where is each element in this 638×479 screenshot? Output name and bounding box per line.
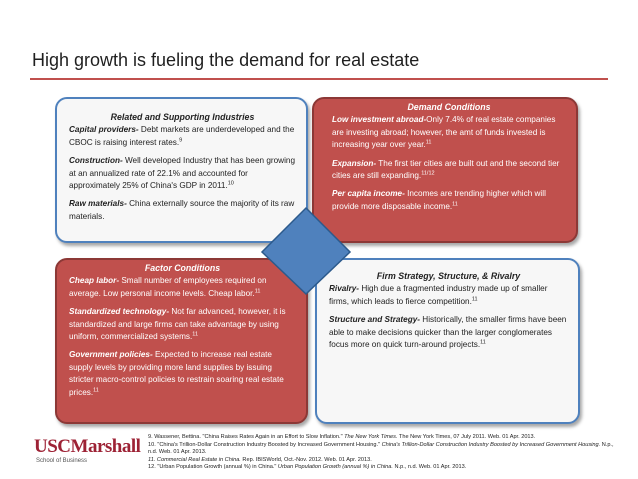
item-lead: Standardized technology- <box>69 307 170 317</box>
logo: USCMarshall School of Business <box>34 436 141 464</box>
box-item: Raw materials- China externally source t… <box>69 198 296 223</box>
box-heading: Related and Supporting Industries <box>110 112 255 122</box>
box-item: Construction- Well developed Industry th… <box>69 155 296 192</box>
box-factor: Factor Conditions Cheap labor- Small numb… <box>55 258 308 424</box>
item-text: China externally source the majority of … <box>69 199 295 221</box>
footnote: 9. Wassener, Bettina. "China Raises Rate… <box>148 434 623 442</box>
footnote-part: Rep. IBISWorld, Oct.-Nov. 2012. Web. 01 … <box>240 456 372 463</box>
item-text: Not far advanced, however, it is standar… <box>69 307 286 342</box>
footnote: 12. "Urban Population Growth (annual %) … <box>148 464 623 472</box>
slide-title: High growth is fueling the demand for re… <box>32 50 420 70</box>
item-text: Incomes are trending higher which will p… <box>332 189 546 211</box>
item-lead: Structure and Strategy- <box>329 315 420 325</box>
logo-usc: USC <box>34 436 71 457</box>
logo-marshall: Marshall <box>70 436 141 457</box>
footnote-part: . The New York Times, 07 July 2011. Web.… <box>395 434 536 440</box>
item-lead: Construction- <box>69 156 123 166</box>
footnote-part: N.p., n.d. Web. 01 Apr. 2013. <box>148 441 614 456</box>
footnote-part: 11. Commercial Real Estate in China. <box>148 456 241 463</box>
item-lead: Expansion- <box>332 158 377 168</box>
item-lead: Per capita income- <box>332 189 405 199</box>
item-ref: 11 <box>452 201 458 208</box>
logo-school: School of Business <box>36 458 88 464</box>
box-heading: Factor Conditions <box>144 263 221 273</box>
item-ref: 9 <box>179 137 183 144</box>
item-lead: Capital providers- <box>69 125 139 135</box>
item-ref: 11/12 <box>421 170 435 177</box>
footnote-part: 9. Wassener, Bettina. "China Raises Rate… <box>148 434 345 440</box>
box-firm: Firm Strategy, Structure, & Rivalry Rival… <box>315 258 580 424</box>
item-text: Well developed Industry that has been gr… <box>69 156 296 191</box>
item-ref: 11 <box>425 139 432 146</box>
item-text: Expected to increase real estate supply … <box>69 350 284 397</box>
item-ref: 11 <box>192 331 199 338</box>
item-text: The first tier cities are built out and … <box>332 158 560 181</box>
item-lead: Rivalry- <box>329 284 360 294</box>
item-text: Debt markets are underdeveloped and the … <box>69 125 295 147</box>
box-item: Expansion- The first tier cities are bui… <box>332 158 566 183</box>
item-lead: Low investment abroad- <box>332 115 427 125</box>
footnote-part: Urban Population Growth (annual %) in Ch… <box>277 464 393 471</box>
item-ref: 11 <box>480 339 486 346</box>
box-demand: Demand Conditions Low investment abroad-O… <box>312 97 578 243</box>
item-ref: 10 <box>227 180 234 187</box>
footnote-part: 10. "China's Trillion-Dollar Constructio… <box>148 441 382 448</box>
box-heading: Firm Strategy, Structure, & Rivalry <box>376 271 521 281</box>
item-text: Historically, the smaller firms have bee… <box>329 315 567 350</box>
item-ref: 11 <box>93 386 99 393</box>
box-heading: Demand Conditions <box>407 102 491 112</box>
box-item: Cheap labor- Small number of employees r… <box>69 275 296 300</box>
item-lead: Government policies- <box>69 350 153 360</box>
box-item: Structure and Strategy- Historically, th… <box>329 314 568 351</box>
box-item: Capital providers- Debt markets are unde… <box>69 124 296 149</box>
item-text: Only 7.4% of real estate companies are i… <box>332 115 556 150</box>
box-item: Per capita income- Incomes are trending … <box>332 188 566 213</box>
footnote: 10. "China's Trillion-Dollar Constructio… <box>148 442 623 457</box>
box-item: Low investment abroad-Only 7.4% of real … <box>332 114 566 151</box>
item-ref: 11 <box>254 288 261 295</box>
item-lead: Raw materials- <box>69 199 127 209</box>
box-related: Related and Supporting Industries Capital… <box>55 97 308 243</box>
item-text: Small number of employees required on av… <box>69 276 267 298</box>
footnotes: 9. Wassener, Bettina. "China Raises Rate… <box>148 434 623 472</box>
box-item: Government policies- Expected to increas… <box>69 349 296 399</box>
footnote-part: China's Trillion-Dollar Construction Ind… <box>381 441 601 448</box>
item-ref: 11 <box>471 296 478 303</box>
box-item: Rivalry- High due a fragmented industry … <box>329 283 568 308</box>
footnote-part: N.p., n.d. Web. 01 Apr. 2013. <box>392 464 467 471</box>
box-item: Standardized technology- Not far advance… <box>69 306 296 343</box>
footnote-part: The New York Times <box>344 434 396 440</box>
footnote: 11. Commercial Real Estate in China. Rep… <box>148 457 623 465</box>
item-text: High due a fragmented industry made up o… <box>329 284 548 306</box>
title-rule <box>30 78 608 80</box>
footnote-part: 12. "Urban Population Growth (annual %) … <box>148 464 278 471</box>
item-lead: Cheap labor- <box>69 276 120 286</box>
